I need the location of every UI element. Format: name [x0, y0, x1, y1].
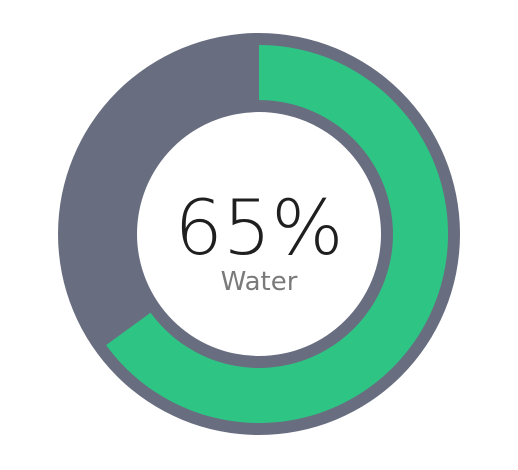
gauge-value-label: 65% [175, 183, 344, 272]
gauge-center [137, 112, 381, 356]
gauge-caption: Water [221, 267, 298, 297]
gauge-progress-arc [106, 45, 449, 423]
